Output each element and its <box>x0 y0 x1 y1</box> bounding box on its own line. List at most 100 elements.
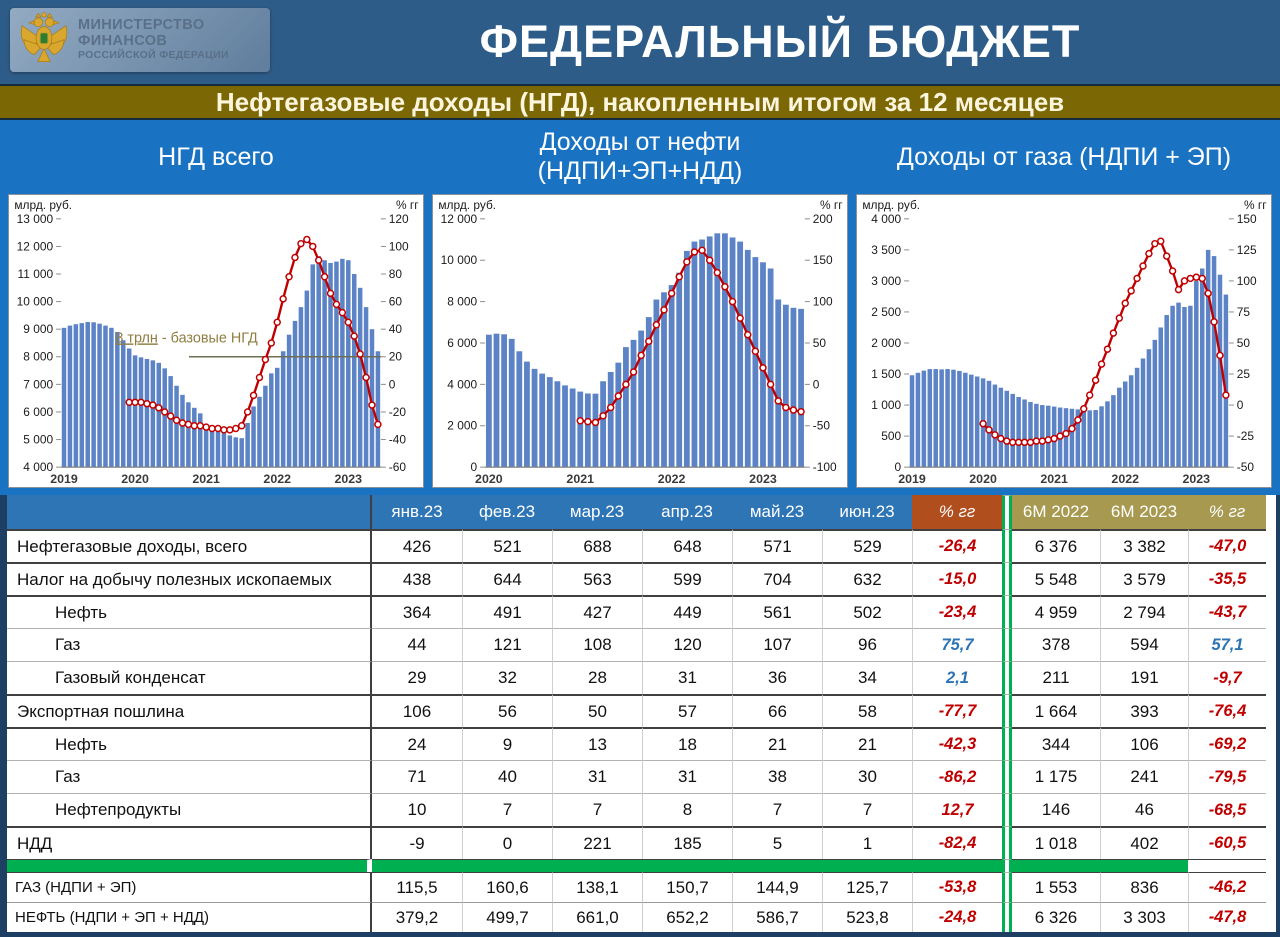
cell-value: 34 <box>822 661 912 694</box>
cell-value: 120 <box>642 628 732 661</box>
cell-6m2022: 344 <box>1012 727 1100 760</box>
green-separator <box>732 859 822 872</box>
svg-text:80: 80 <box>389 267 403 281</box>
cell-value: 160,6 <box>462 872 552 902</box>
cell-6m2022: 1 018 <box>1012 826 1100 859</box>
svg-text:-60: -60 <box>389 460 407 474</box>
green-separator <box>7 859 372 872</box>
total-row-label: НЕФТЬ (НДПИ + ЭП + НДД) <box>7 902 372 932</box>
svg-text:0: 0 <box>470 460 477 474</box>
column-header-6m2023: 6М 2023 <box>1100 495 1188 529</box>
cell-value: 379,2 <box>372 902 462 932</box>
svg-text:2023: 2023 <box>1182 472 1210 486</box>
svg-text:4 000: 4 000 <box>871 212 901 226</box>
svg-text:-40: -40 <box>389 433 407 447</box>
svg-text:6 000: 6 000 <box>23 405 53 419</box>
cell-yoy: 75,7 <box>912 628 1002 661</box>
svg-text:12 000: 12 000 <box>441 212 478 226</box>
svg-text:50: 50 <box>1237 336 1251 350</box>
header-bar: МИНИСТЕРСТВО ФИНАНСОВ РОССИЙСКОЙ ФЕДЕРАЦ… <box>0 0 1280 84</box>
cell-6m2022: 146 <box>1012 793 1100 826</box>
cell-value: 31 <box>642 760 732 793</box>
svg-text:2020: 2020 <box>969 472 997 486</box>
svg-text:2023: 2023 <box>749 472 777 486</box>
green-divider <box>1002 826 1012 859</box>
svg-text:2019: 2019 <box>50 472 78 486</box>
svg-text:12 000: 12 000 <box>17 239 54 253</box>
svg-text:-20: -20 <box>389 405 407 419</box>
cell-value: 502 <box>822 595 912 628</box>
cell-value: 18 <box>642 727 732 760</box>
cell-yoy: 12,7 <box>912 793 1002 826</box>
cell-value: 36 <box>732 661 822 694</box>
svg-text:100: 100 <box>389 239 409 253</box>
row-label: Газ <box>7 760 372 793</box>
cell-value: 30 <box>822 760 912 793</box>
svg-text:2022: 2022 <box>263 472 291 486</box>
svg-text:2023: 2023 <box>334 472 362 486</box>
cell-value: 125,7 <box>822 872 912 902</box>
green-divider <box>1002 495 1012 529</box>
cell-6m2022: 1 175 <box>1012 760 1100 793</box>
svg-text:100: 100 <box>813 295 833 309</box>
green-divider <box>1002 727 1012 760</box>
svg-text:3 500: 3 500 <box>871 243 901 257</box>
cell-yoy6: -60,5 <box>1188 826 1266 859</box>
cell-6m2022: 5 548 <box>1012 562 1100 595</box>
green-divider <box>1002 872 1012 902</box>
svg-text:2020: 2020 <box>475 472 503 486</box>
table-row: Нефтегазовые доходы, всего 426 521 688 648 57… <box>7 529 1276 562</box>
green-separator <box>462 859 552 872</box>
cell-yoy: -82,4 <box>912 826 1002 859</box>
cell-value: 586,7 <box>732 902 822 932</box>
cell-6m2023: 3 382 <box>1100 529 1188 562</box>
cell-yoy6: -79,5 <box>1188 760 1266 793</box>
cell-value: 449 <box>642 595 732 628</box>
cell-6m2022: 6 376 <box>1012 529 1100 562</box>
cell-value: 491 <box>462 595 552 628</box>
cell-6m2023: 594 <box>1100 628 1188 661</box>
row-label: Нефтепродукты <box>7 793 372 826</box>
cell-yoy6: -43,7 <box>1188 595 1266 628</box>
cell-value: 523,8 <box>822 902 912 932</box>
cell-value: 652,2 <box>642 902 732 932</box>
cell-value: 7 <box>732 793 822 826</box>
cell-value: 644 <box>462 562 552 595</box>
cell-value: 21 <box>732 727 822 760</box>
cell-6m2023: 191 <box>1100 661 1188 694</box>
cell-6m2022: 1 553 <box>1012 872 1100 902</box>
cell-value: 10 <box>372 793 462 826</box>
row-label: Газовый конденсат <box>7 661 372 694</box>
svg-text:млрд. руб.: млрд. руб. <box>14 198 72 212</box>
green-separator <box>642 859 732 872</box>
cell-yoy6: -69,2 <box>1188 727 1266 760</box>
svg-text:2021: 2021 <box>566 472 594 486</box>
cell-value: 24 <box>372 727 462 760</box>
table-row: Нефть 24 9 13 18 21 21 -42,3 344 106 -69,2 <box>7 727 1276 760</box>
svg-text:125: 125 <box>1237 243 1257 257</box>
cell-value: 56 <box>462 694 552 727</box>
column-header-yoy: % гг <box>912 495 1002 529</box>
cell-yoy: -53,8 <box>912 872 1002 902</box>
table-row: ГАЗ (НДПИ + ЭП) 115,5 160,6 138,1 150,7 144,9… <box>7 872 1276 902</box>
cell-value: 8 <box>642 793 732 826</box>
cell-value: 7 <box>552 793 642 826</box>
svg-text:10 000: 10 000 <box>441 253 478 267</box>
cell-6m2022: 4 959 <box>1012 595 1100 628</box>
cell-6m2022: 1 664 <box>1012 694 1100 727</box>
cell-value: 66 <box>732 694 822 727</box>
svg-text:2019: 2019 <box>898 472 926 486</box>
cell-6m2023: 106 <box>1100 727 1188 760</box>
column-header-month: май.23 <box>732 495 822 529</box>
svg-text:75: 75 <box>1237 305 1251 319</box>
green-divider <box>1002 661 1012 694</box>
green-divider <box>1002 529 1012 562</box>
cell-yoy6: -35,5 <box>1188 562 1266 595</box>
cell-value: 31 <box>552 760 642 793</box>
svg-text:2 500: 2 500 <box>871 305 901 319</box>
svg-text:25: 25 <box>1237 367 1251 381</box>
column-header-yoy6: % гг <box>1188 495 1266 529</box>
svg-text:-50: -50 <box>1237 460 1255 474</box>
cell-6m2022: 6 326 <box>1012 902 1100 932</box>
